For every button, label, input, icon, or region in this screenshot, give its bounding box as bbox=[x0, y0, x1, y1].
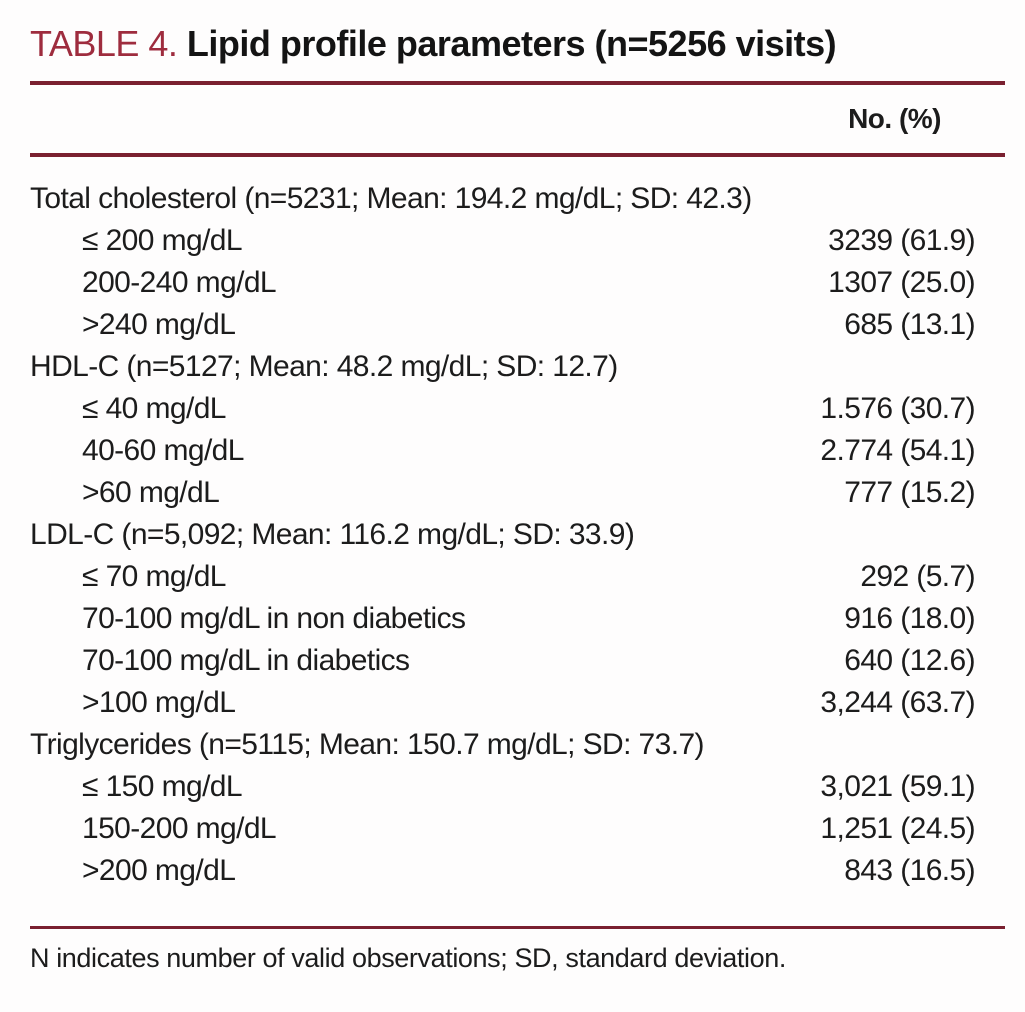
row-value: 640 (12.6) bbox=[844, 644, 975, 677]
row-label: >240 mg/dL bbox=[82, 308, 236, 341]
row-label: ≤ 70 mg/dL bbox=[82, 560, 226, 593]
data-row: ≤ 200 mg/dL 3239 (61.9) bbox=[30, 220, 1005, 262]
section-header-label: Total cholesterol (n=5231; Mean: 194.2 m… bbox=[30, 182, 752, 215]
row-value: 1.576 (30.7) bbox=[820, 392, 975, 425]
value-column-header: No. (%) bbox=[848, 103, 941, 134]
data-row: >100 mg/dL 3,244 (63.7) bbox=[30, 682, 1005, 724]
row-value: 3,021 (59.1) bbox=[820, 770, 975, 803]
data-row: >240 mg/dL 685 (13.1) bbox=[30, 304, 1005, 346]
table-figure: TABLE 4. Lipid profile parameters (n=525… bbox=[30, 22, 1005, 973]
row-label: ≤ 40 mg/dL bbox=[82, 392, 226, 425]
section-header-label: LDL-C (n=5,092; Mean: 116.2 mg/dL; SD: 3… bbox=[30, 518, 635, 551]
data-row: ≤ 150 mg/dL 3,021 (59.1) bbox=[30, 766, 1005, 808]
bottom-rule bbox=[30, 926, 1005, 929]
data-row: ≤ 40 mg/dL 1.576 (30.7) bbox=[30, 388, 1005, 430]
row-value: 1307 (25.0) bbox=[828, 266, 975, 299]
section-header-row: Triglycerides (n=5115; Mean: 150.7 mg/dL… bbox=[30, 724, 1005, 766]
row-label: >60 mg/dL bbox=[82, 476, 220, 509]
section-header-row: HDL-C (n=5127; Mean: 48.2 mg/dL; SD: 12.… bbox=[30, 346, 1005, 388]
row-label: 200-240 mg/dL bbox=[82, 266, 277, 299]
row-label: 150-200 mg/dL bbox=[82, 812, 277, 845]
row-value: 2.774 (54.1) bbox=[820, 434, 975, 467]
table-footnote: N indicates number of valid observations… bbox=[30, 943, 786, 973]
data-row: 150-200 mg/dL 1,251 (24.5) bbox=[30, 808, 1005, 850]
section-header-row: LDL-C (n=5,092; Mean: 116.2 mg/dL; SD: 3… bbox=[30, 514, 1005, 556]
row-label: >200 mg/dL bbox=[82, 854, 236, 887]
row-value: 843 (16.5) bbox=[844, 854, 975, 887]
row-label: >100 mg/dL bbox=[82, 686, 236, 719]
table-number-label: TABLE 4. bbox=[30, 23, 178, 64]
data-row: 70-100 mg/dL in diabetics 640 (12.6) bbox=[30, 640, 1005, 682]
data-row: >200 mg/dL 843 (16.5) bbox=[30, 850, 1005, 892]
row-value: 777 (15.2) bbox=[844, 476, 975, 509]
row-label: ≤ 150 mg/dL bbox=[82, 770, 243, 803]
row-value: 1,251 (24.5) bbox=[820, 812, 975, 845]
table-title: TABLE 4. Lipid profile parameters (n=525… bbox=[30, 22, 1005, 66]
row-label: 70-100 mg/dL in diabetics bbox=[82, 644, 410, 677]
row-label: 40-60 mg/dL bbox=[82, 434, 244, 467]
row-value: 3239 (61.9) bbox=[828, 224, 975, 257]
row-label: 70-100 mg/dL in non diabetics bbox=[82, 602, 466, 635]
row-value: 3,244 (63.7) bbox=[820, 686, 975, 719]
section-header-row: Total cholesterol (n=5231; Mean: 194.2 m… bbox=[30, 178, 1005, 220]
row-label: ≤ 200 mg/dL bbox=[82, 224, 243, 257]
table-title-text: Lipid profile parameters (n=5256 visits) bbox=[186, 23, 837, 64]
row-value: 685 (13.1) bbox=[844, 308, 975, 341]
data-row: 200-240 mg/dL 1307 (25.0) bbox=[30, 262, 1005, 304]
data-row: 70-100 mg/dL in non diabetics 916 (18.0) bbox=[30, 598, 1005, 640]
row-value: 916 (18.0) bbox=[844, 602, 975, 635]
row-value: 292 (5.7) bbox=[860, 560, 975, 593]
header-rule bbox=[30, 153, 1005, 157]
section-header-label: Triglycerides (n=5115; Mean: 150.7 mg/dL… bbox=[30, 728, 705, 761]
top-rule bbox=[30, 81, 1005, 85]
column-header-row: No. (%) bbox=[30, 85, 1005, 153]
section-header-label: HDL-C (n=5127; Mean: 48.2 mg/dL; SD: 12.… bbox=[30, 350, 618, 383]
data-row: 40-60 mg/dL 2.774 (54.1) bbox=[30, 430, 1005, 472]
data-row: >60 mg/dL 777 (15.2) bbox=[30, 472, 1005, 514]
data-row: ≤ 70 mg/dL 292 (5.7) bbox=[30, 556, 1005, 598]
table-body: Total cholesterol (n=5231; Mean: 194.2 m… bbox=[30, 178, 1005, 892]
